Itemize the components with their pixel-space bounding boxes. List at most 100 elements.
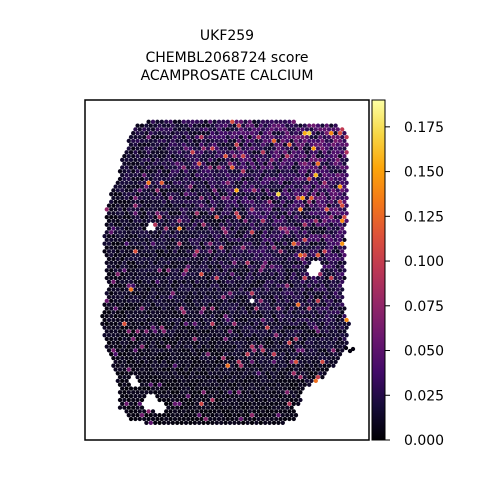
spot	[203, 256, 208, 262]
spot	[197, 336, 202, 342]
spot	[221, 249, 226, 254]
spot	[181, 363, 186, 368]
spot	[192, 344, 197, 349]
spot	[258, 405, 263, 410]
spot	[126, 268, 131, 273]
spot	[155, 348, 160, 353]
spot	[258, 237, 263, 243]
spot	[276, 245, 281, 250]
spot	[337, 192, 343, 197]
spot	[311, 169, 316, 174]
spot	[278, 378, 283, 384]
spot	[265, 134, 270, 140]
spot	[120, 241, 125, 246]
spot	[137, 294, 142, 300]
spot	[344, 325, 349, 330]
spot	[148, 283, 153, 288]
spot	[227, 329, 233, 334]
spot	[329, 153, 334, 159]
spot	[234, 211, 239, 216]
spot	[223, 161, 228, 166]
spot	[260, 386, 266, 391]
spot	[276, 176, 281, 182]
spot	[285, 359, 290, 365]
spot	[236, 161, 241, 166]
spot	[265, 409, 270, 414]
spot	[230, 363, 235, 368]
spot	[113, 253, 118, 258]
spot	[285, 405, 290, 410]
spot	[183, 382, 189, 387]
spot	[326, 195, 332, 201]
spot	[216, 233, 222, 239]
spot	[201, 329, 206, 334]
spot	[139, 253, 145, 258]
spot	[166, 169, 171, 174]
spot	[247, 287, 252, 292]
spot	[249, 153, 255, 159]
spot	[192, 306, 197, 311]
spot	[223, 329, 228, 334]
spot	[260, 226, 266, 231]
spot	[296, 195, 301, 201]
spot	[278, 127, 283, 132]
spot	[181, 134, 186, 140]
spot	[120, 394, 125, 399]
spot	[322, 233, 327, 239]
spot	[197, 214, 202, 220]
spot	[120, 310, 125, 315]
spot	[153, 321, 158, 326]
spot	[298, 176, 303, 182]
spot	[326, 348, 332, 353]
spot	[135, 405, 140, 410]
spot	[212, 218, 217, 224]
spot	[298, 382, 303, 387]
spot	[329, 344, 334, 349]
spot	[276, 390, 281, 395]
spot	[331, 348, 336, 353]
spot	[287, 211, 292, 216]
spot	[236, 367, 241, 372]
spot	[269, 386, 274, 391]
spot	[137, 211, 142, 216]
spot	[201, 397, 206, 403]
spot	[139, 192, 145, 197]
spot	[337, 253, 343, 258]
spot	[166, 131, 171, 136]
spot	[148, 374, 153, 380]
spot	[313, 348, 318, 353]
spot	[344, 317, 349, 323]
spot	[194, 317, 200, 323]
spot	[161, 397, 167, 403]
spot	[214, 321, 219, 326]
spot	[197, 420, 202, 425]
spot	[238, 348, 244, 353]
spot	[203, 150, 208, 155]
spot	[172, 157, 178, 163]
spot	[245, 313, 250, 319]
spot	[208, 256, 213, 262]
spot	[210, 298, 215, 304]
spot	[271, 207, 277, 212]
spot	[104, 207, 109, 212]
spot	[302, 230, 307, 235]
spot	[287, 188, 292, 193]
spot	[122, 153, 127, 159]
spot	[192, 184, 197, 189]
spot	[122, 313, 127, 319]
spot	[122, 237, 127, 243]
spot	[245, 359, 250, 365]
spot	[232, 268, 237, 273]
spot	[285, 374, 290, 380]
spot	[274, 325, 279, 330]
spot	[142, 355, 147, 361]
spot	[263, 344, 268, 349]
spot	[227, 237, 233, 243]
spot	[267, 306, 272, 311]
spot	[256, 241, 261, 246]
spot	[168, 401, 173, 406]
spot	[188, 329, 193, 334]
spot	[197, 344, 202, 349]
spot	[287, 287, 292, 292]
spot	[199, 173, 204, 178]
